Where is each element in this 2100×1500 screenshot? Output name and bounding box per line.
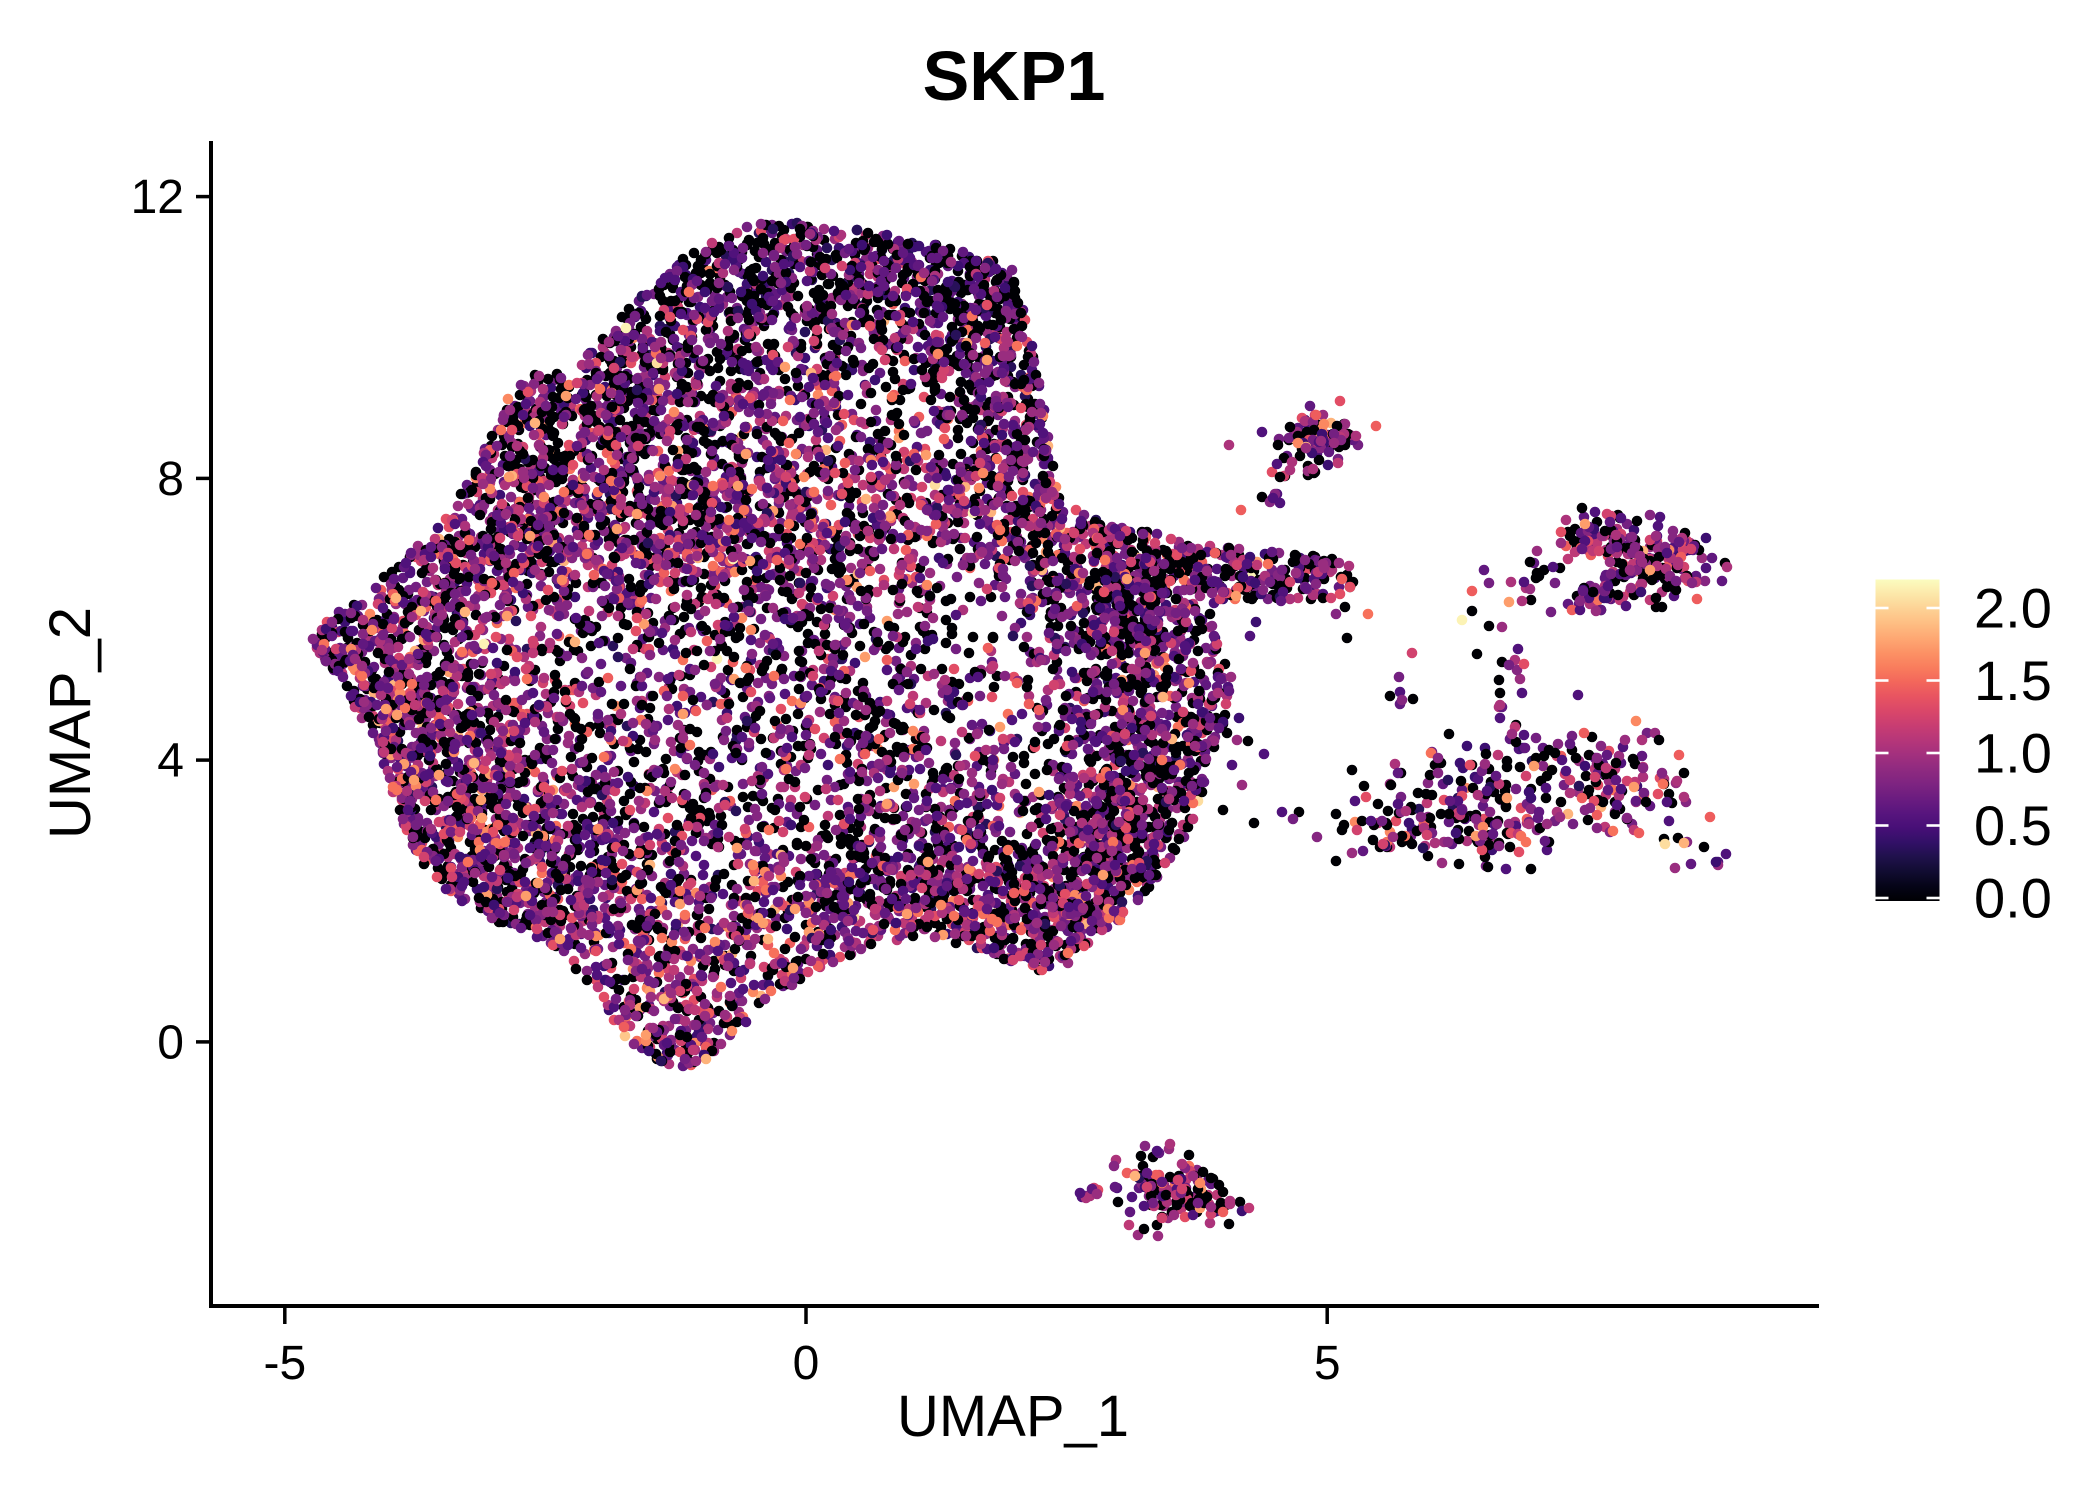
svg-text:1.0: 1.0 bbox=[1974, 722, 2052, 785]
svg-text:0.5: 0.5 bbox=[1974, 794, 2052, 857]
svg-text:0.0: 0.0 bbox=[1974, 867, 2052, 930]
svg-text:-5: -5 bbox=[263, 1337, 306, 1390]
svg-text:5: 5 bbox=[1314, 1337, 1341, 1390]
svg-text:1.5: 1.5 bbox=[1974, 649, 2052, 712]
svg-text:SKP1: SKP1 bbox=[923, 37, 1106, 115]
svg-text:0: 0 bbox=[793, 1337, 820, 1390]
svg-text:2.0: 2.0 bbox=[1974, 577, 2052, 640]
svg-text:8: 8 bbox=[157, 453, 184, 506]
svg-text:4: 4 bbox=[157, 735, 184, 788]
svg-text:0: 0 bbox=[157, 1016, 184, 1069]
svg-text:12: 12 bbox=[131, 171, 184, 224]
svg-text:UMAP_1: UMAP_1 bbox=[897, 1384, 1129, 1449]
svg-text:UMAP_2: UMAP_2 bbox=[38, 607, 103, 839]
